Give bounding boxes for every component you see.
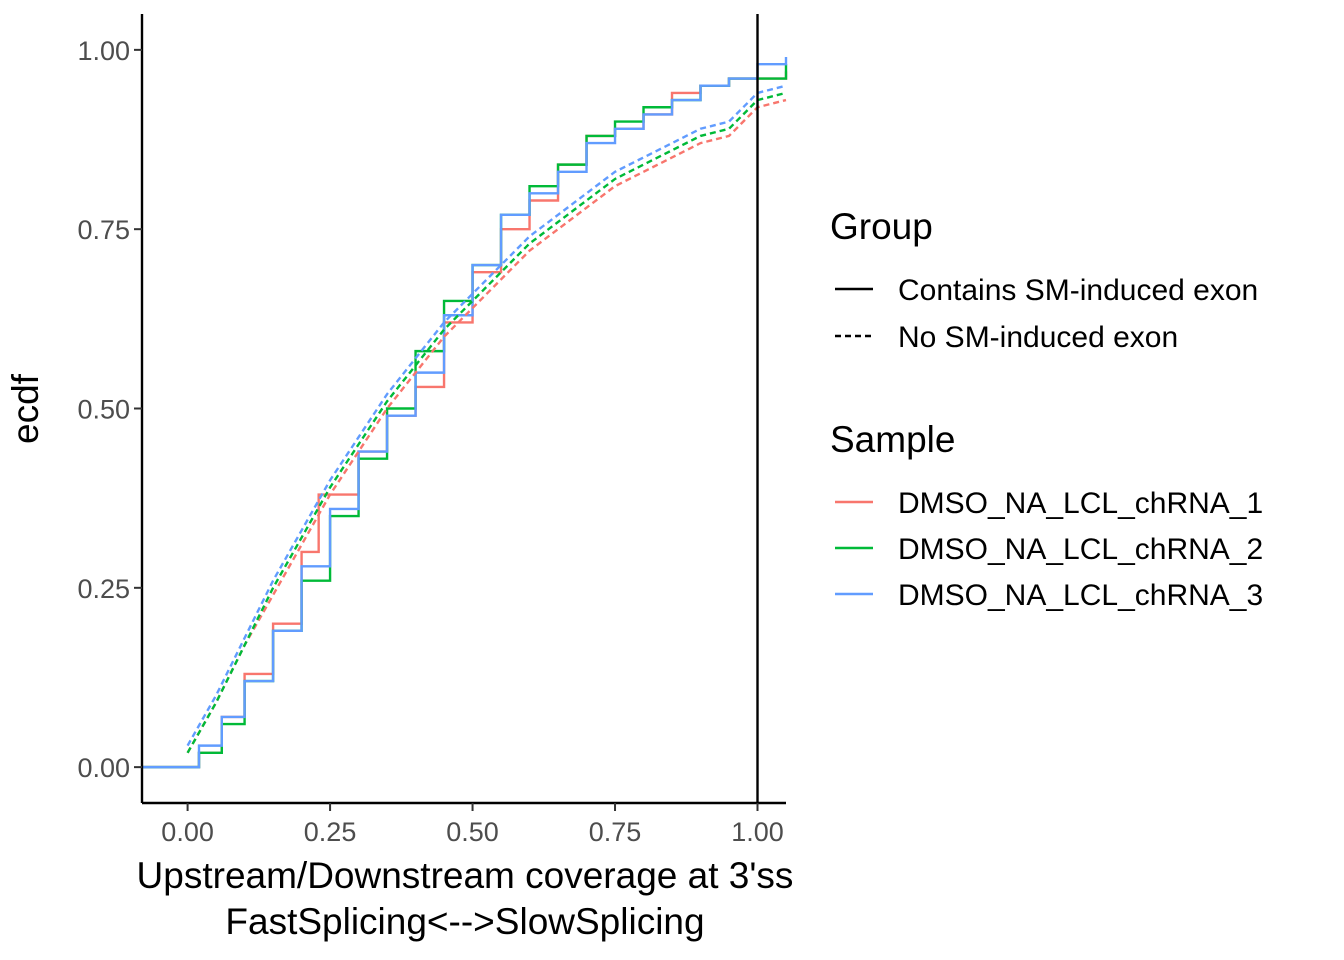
y-tick-label: 1.00: [77, 36, 130, 66]
y-axis-ticks: 0.00 0.25 0.50 0.75 1.00: [77, 36, 142, 783]
x-tick-label: 0.25: [304, 817, 357, 847]
y-tick-label: 0.00: [77, 753, 130, 783]
series-line-6: [186, 84, 787, 747]
legend-sample-title: Sample: [830, 419, 955, 460]
legend-group: Group Contains SM-induced exon No SM-ind…: [830, 206, 1258, 354]
legend-label-sample-3: DMSO_NA_LCL_chRNA_3: [898, 579, 1263, 612]
series-line-1: [142, 71, 788, 769]
y-tick-label: 0.75: [77, 215, 130, 245]
y-tick-label: 0.50: [77, 395, 130, 425]
legend-sample: Sample DMSO_NA_LCL_chRNA_1 DMSO_NA_LCL_c…: [830, 419, 1263, 612]
series-line-3: [142, 57, 788, 769]
series-line-5: [186, 91, 787, 754]
x-axis-ticks: 0.00 0.25 0.50 0.75 1.00: [161, 803, 784, 847]
y-tick-label: 0.25: [77, 574, 130, 604]
legend-label-sample-2: DMSO_NA_LCL_chRNA_2: [898, 533, 1263, 566]
x-tick-label: 0.50: [446, 817, 499, 847]
x-tick-label: 1.00: [731, 817, 784, 847]
legend-group-title: Group: [830, 206, 933, 247]
legend-label-contains: Contains SM-induced exon: [898, 274, 1258, 307]
x-axis-title-line2: FastSplicing<-->SlowSplicing: [225, 901, 704, 942]
series-line-2: [142, 64, 788, 769]
x-tick-label: 0.75: [589, 817, 642, 847]
y-axis-title: ecdf: [5, 373, 46, 444]
x-axis-title-line1: Upstream/Downstream coverage at 3'ss: [137, 855, 794, 896]
series-layer: [142, 57, 788, 769]
x-tick-label: 0.00: [161, 817, 214, 847]
legend-label-no: No SM-induced exon: [898, 321, 1178, 354]
series-line-4: [186, 98, 787, 754]
legend-label-sample-1: DMSO_NA_LCL_chRNA_1: [898, 487, 1263, 520]
